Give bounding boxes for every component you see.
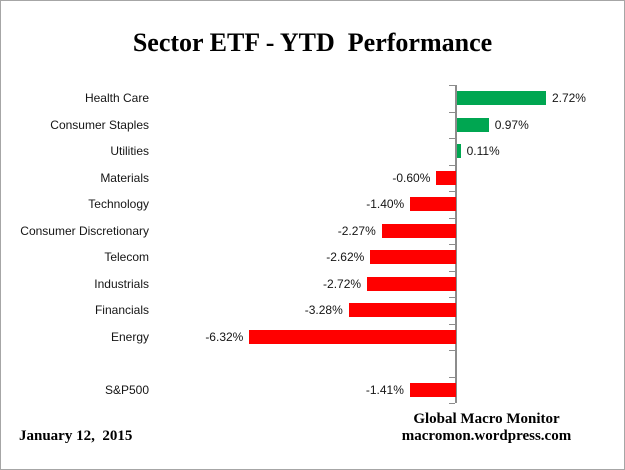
value-label: -0.60% bbox=[392, 170, 431, 185]
value-label: -1.41% bbox=[365, 382, 404, 397]
axis-tick bbox=[449, 350, 455, 351]
bar bbox=[348, 303, 456, 318]
bar-row: Health Care 2.72% bbox=[1, 85, 624, 112]
bar-row: Industrials -2.72% bbox=[1, 271, 624, 298]
value-label: -2.72% bbox=[323, 276, 362, 291]
date-label: January 12, 2015 bbox=[19, 428, 133, 444]
category-label: Consumer Discretionary bbox=[20, 223, 149, 238]
axis-tick bbox=[449, 297, 455, 298]
bar bbox=[249, 329, 456, 344]
axis-tick bbox=[449, 191, 455, 192]
value-label: 2.72% bbox=[551, 91, 586, 105]
value-label: 0.97% bbox=[494, 117, 529, 132]
category-label: Industrials bbox=[94, 276, 149, 291]
value-label: -2.27% bbox=[337, 223, 376, 238]
bar-row: S&P500 -1.41% bbox=[1, 377, 624, 404]
category-label: Utilities bbox=[110, 144, 149, 158]
value-label: 0.11% bbox=[466, 144, 500, 158]
brand-url: macromon.wordpress.com bbox=[401, 428, 572, 444]
axis-tick bbox=[449, 403, 455, 404]
category-axis bbox=[455, 85, 457, 403]
value-label: -3.28% bbox=[304, 303, 343, 317]
axis-tick bbox=[449, 112, 455, 113]
chart-title: Sector ETF - YTD Performance bbox=[132, 28, 493, 57]
category-label: Telecom bbox=[104, 250, 149, 264]
bar-chart: Health Care 2.72% Consumer Staples 0.97% Uti… bbox=[1, 85, 624, 404]
category-label: Energy bbox=[110, 329, 149, 344]
bar-row: Energy -6.32% bbox=[1, 324, 624, 351]
category-label: Materials bbox=[100, 170, 149, 185]
bar bbox=[409, 382, 456, 397]
bar bbox=[436, 170, 456, 185]
category-label: Technology bbox=[88, 197, 149, 211]
bar bbox=[410, 197, 456, 212]
category-label: Financials bbox=[94, 303, 149, 317]
brand-name: Global Macro Monitor bbox=[413, 411, 560, 427]
bar bbox=[367, 276, 456, 291]
axis-tick bbox=[449, 218, 455, 219]
bar-row: Financials -3.28% bbox=[1, 297, 624, 324]
bar-row: Utilities 0.11% bbox=[1, 138, 624, 165]
axis-tick bbox=[449, 244, 455, 245]
value-label: -6.32% bbox=[205, 329, 244, 344]
category-label: S&P500 bbox=[104, 382, 149, 397]
axis-tick bbox=[449, 165, 455, 166]
bar bbox=[370, 250, 456, 265]
axis-tick bbox=[449, 271, 455, 272]
bar-row bbox=[1, 350, 624, 377]
bar bbox=[381, 223, 456, 238]
bar-row: Telecom -2.62% bbox=[1, 244, 624, 271]
value-label: -2.62% bbox=[326, 250, 365, 264]
axis-tick bbox=[449, 85, 455, 86]
axis-tick bbox=[449, 138, 455, 139]
bar bbox=[457, 91, 546, 106]
axis-tick bbox=[449, 324, 455, 325]
bar-row: Technology -1.40% bbox=[1, 191, 624, 218]
category-label: Consumer Staples bbox=[50, 117, 149, 132]
brand-credit: Global Macro Monitor macromon.wordpress.… bbox=[374, 411, 599, 445]
axis-tick bbox=[449, 377, 455, 378]
bar-row: Consumer Staples 0.97% bbox=[1, 112, 624, 139]
category-label: Health Care bbox=[84, 91, 149, 105]
value-label: -1.40% bbox=[366, 197, 405, 211]
bar-row: Materials -0.60% bbox=[1, 165, 624, 192]
bar bbox=[457, 144, 461, 159]
bar bbox=[457, 117, 489, 132]
bar-row: Consumer Discretionary -2.27% bbox=[1, 218, 624, 245]
